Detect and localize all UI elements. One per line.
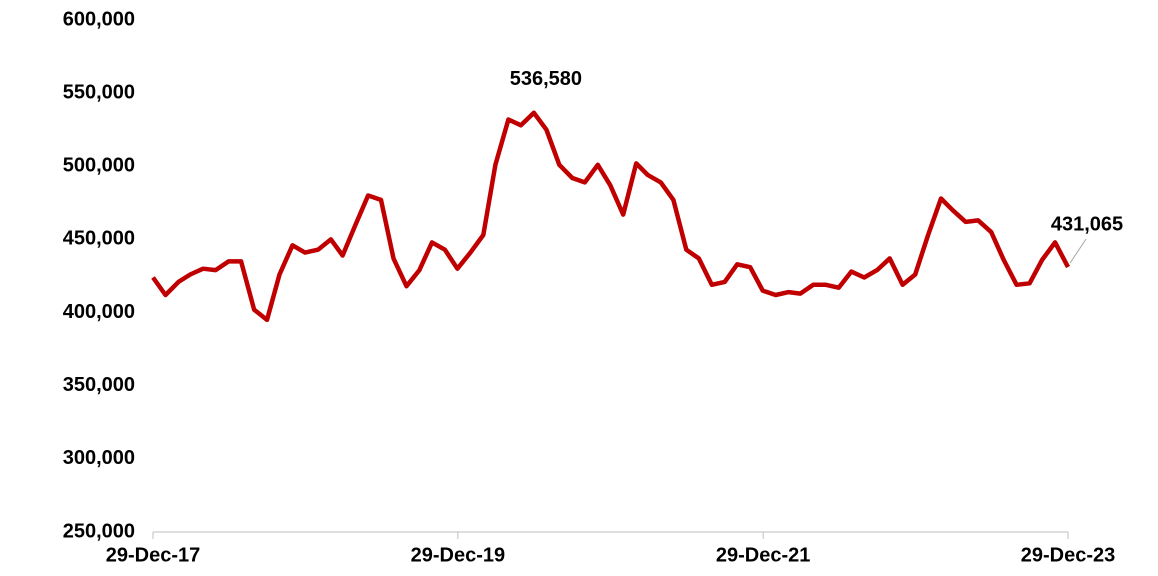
data-line bbox=[151, 110, 1070, 323]
x-tick-label: 29-Dec-21 bbox=[716, 544, 811, 566]
data-label: 431,065 bbox=[1051, 213, 1123, 235]
y-tick-label: 600,000 bbox=[63, 8, 135, 30]
y-tick-label: 250,000 bbox=[63, 520, 135, 542]
data-label: 536,580 bbox=[510, 68, 582, 90]
x-tick-label: 29-Dec-17 bbox=[106, 544, 201, 566]
y-tick-label: 500,000 bbox=[63, 155, 135, 177]
x-tick-label: 29-Dec-23 bbox=[1021, 544, 1116, 566]
y-tick-label: 350,000 bbox=[63, 374, 135, 396]
x-tick-label: 29-Dec-19 bbox=[411, 544, 506, 566]
leader-line bbox=[1069, 238, 1087, 264]
y-tick-label: 300,000 bbox=[63, 447, 135, 469]
y-tick-label: 550,000 bbox=[63, 81, 135, 103]
y-tick-label: 400,000 bbox=[63, 301, 135, 323]
y-tick-label: 450,000 bbox=[63, 228, 135, 250]
